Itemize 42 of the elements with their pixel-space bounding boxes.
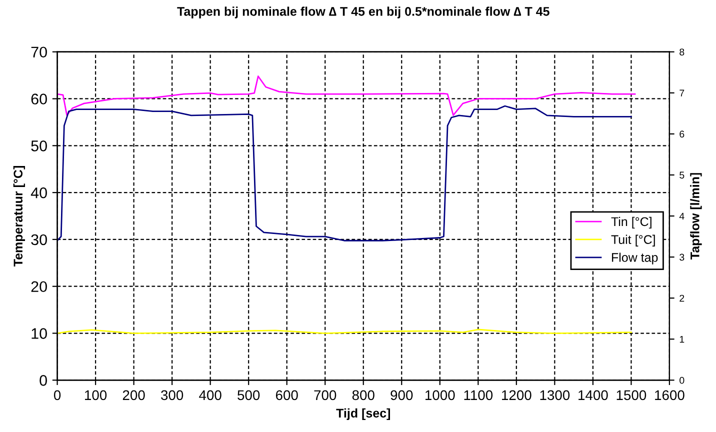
x-tick-label: 1600	[655, 390, 684, 400]
y-tick-label: 60	[31, 94, 47, 104]
y-tick-label: 70	[31, 46, 47, 58]
x-tick-label: 1100	[464, 390, 493, 400]
y2-tick-label: 7	[680, 90, 684, 96]
x-tick-label: 1500	[616, 390, 646, 400]
y-tick-label: 20	[31, 281, 47, 292]
x-tick-label: 1300	[540, 390, 570, 400]
x-tick-label: 500	[238, 390, 260, 400]
y-tick-label: 50	[31, 140, 47, 152]
x-tick-label: 1400	[578, 390, 608, 400]
x-tick-label: 600	[276, 390, 298, 400]
y-tick-label: 40	[30, 187, 47, 198]
legend-label: Flow tap	[612, 252, 658, 264]
y2-tick-label: 6	[680, 130, 684, 138]
x-tick-label: 900	[390, 390, 413, 400]
chart-title: Tappen bij nominale flow ∆ T 45 en bij 0.5*nominale flow ∆ T 45	[177, 6, 550, 18]
legend-label: Tin [°C]	[611, 216, 652, 229]
y2-axis-title: Tapflow [l/min]	[690, 173, 702, 260]
y-tick-label: 30	[31, 234, 47, 246]
y-tick-label: 10	[32, 328, 47, 339]
y2-tick-label: 3	[680, 254, 684, 261]
x-axis-title: Tijd [sec]	[336, 408, 390, 420]
x-tick-label: 800	[352, 390, 374, 400]
y-axis-title: Temperatuur [°C]	[13, 166, 26, 267]
y2-tick-label: 8	[680, 48, 684, 56]
y-tick-label: 0	[40, 375, 47, 386]
line-series	[57, 76, 636, 116]
x-tick-label: 300	[161, 390, 184, 400]
x-tick-label: 700	[314, 390, 336, 400]
x-tick-label: 1200	[502, 390, 532, 400]
x-tick-label: 100	[85, 390, 107, 400]
x-tick-label: 0	[54, 390, 61, 400]
x-tick-label: 200	[122, 390, 145, 400]
legend-label: Tuit [°C]	[611, 234, 655, 246]
y2-tick-label: 4	[679, 212, 684, 220]
y2-tick-label: 1	[680, 336, 684, 343]
y2-tick-label: 5	[680, 172, 684, 179]
y2-tick-label: 0	[680, 376, 684, 384]
x-tick-label: 1000	[426, 390, 455, 400]
y2-tick-label: 2	[680, 294, 684, 302]
x-tick-label: 400	[199, 390, 222, 400]
